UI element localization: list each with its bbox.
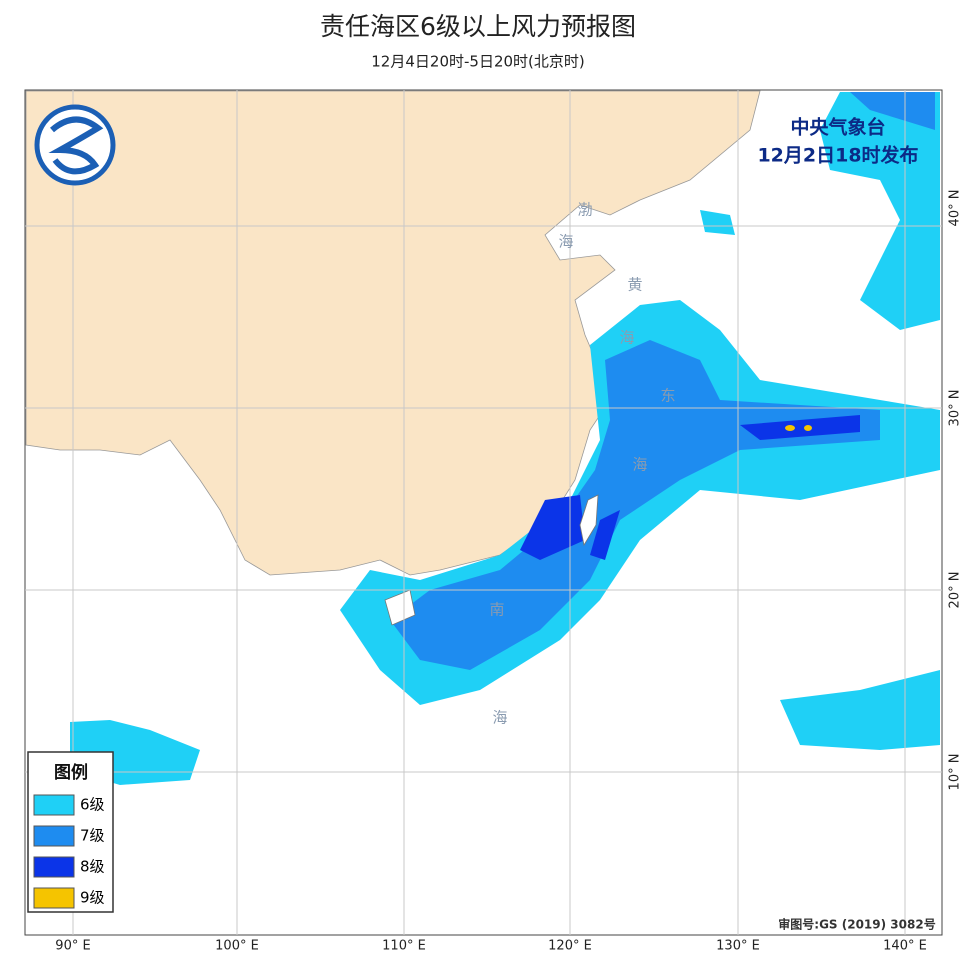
- legend-swatch: [33, 825, 75, 847]
- lat-label: 30° N: [948, 390, 963, 427]
- lon-label: 90° E: [55, 939, 90, 954]
- land-taiwan: [579, 494, 599, 547]
- wind-area-7: [390, 340, 880, 670]
- lon-label: 100° E: [215, 939, 259, 954]
- wind-area-6: [820, 92, 940, 330]
- sea-label: 东: [660, 387, 675, 405]
- lon-label: 120° E: [548, 939, 592, 954]
- wind-area-8: [520, 495, 585, 560]
- wind-area-8: [590, 510, 620, 560]
- lon-label: 110° E: [382, 939, 426, 954]
- legend-label: 8级: [80, 858, 105, 876]
- agency: 中央气象台: [790, 116, 885, 139]
- legend-label: 9级: [80, 889, 105, 907]
- sea-label: 南: [489, 601, 504, 619]
- logo: [34, 104, 116, 186]
- legend-label: 6级: [80, 796, 105, 814]
- graticule: [25, 90, 942, 935]
- lat-label: 40° N: [948, 190, 963, 227]
- lon-label: 130° E: [716, 939, 760, 954]
- sea-label: 渤: [577, 201, 592, 219]
- sea-label: 黄: [627, 276, 642, 294]
- legend-swatch: [33, 794, 75, 816]
- wind-area-7: [850, 92, 935, 130]
- sea-label: 海: [632, 456, 647, 474]
- longitude-labels: 90° E 100° E 110° E 120° E 130° E 140° E: [55, 939, 927, 954]
- issue-time: 12月2日18时发布: [757, 144, 918, 167]
- lat-label: 20° N: [948, 572, 963, 609]
- wind-area-9: [804, 425, 812, 431]
- legend-swatch: [33, 887, 75, 909]
- lon-label: 140° E: [883, 939, 927, 954]
- wind-area-6: [700, 210, 735, 235]
- title: 责任海区6级以上风力预报图: [320, 12, 636, 41]
- wind-area-6: [780, 670, 940, 750]
- legend-title: 图例: [54, 762, 88, 783]
- sea-label: 海: [558, 233, 573, 251]
- land-china: [25, 90, 761, 576]
- wind-area-9: [785, 425, 795, 431]
- lat-label: 10° N: [948, 754, 963, 791]
- map: 渤 海 黄 海 东 海 南 海: [25, 90, 942, 935]
- latitude-labels: 40° N 30° N 20° N 10° N: [948, 190, 963, 791]
- wind-area-8: [740, 415, 860, 440]
- approval-number: 审图号:GS (2019) 3082号: [778, 917, 935, 932]
- land-hainan: [384, 589, 416, 626]
- subtitle: 12月4日20时-5日20时(北京时): [371, 53, 584, 71]
- legend-swatch: [33, 856, 75, 878]
- legend: 图例 6级 7级 8级 9级: [27, 751, 114, 913]
- legend-label: 7级: [80, 827, 105, 845]
- sea-label: 海: [492, 709, 507, 727]
- sea-label: 海: [619, 329, 634, 347]
